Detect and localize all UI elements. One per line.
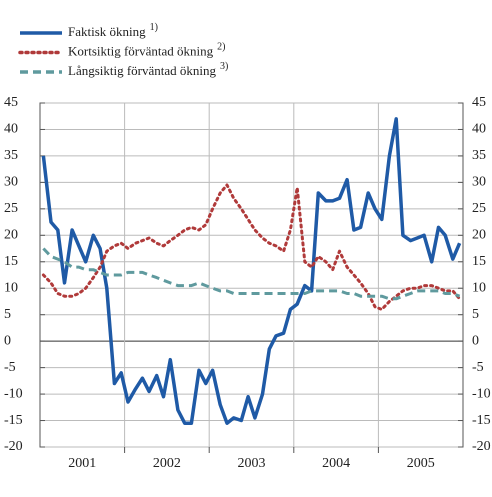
y2-tick-label: 0 bbox=[472, 333, 479, 348]
legend-label: Faktisk ökning 1) bbox=[68, 22, 158, 39]
y2-tick-label: 35 bbox=[472, 148, 486, 163]
x-tick-label: 2005 bbox=[407, 456, 435, 471]
y-tick-label: 5 bbox=[4, 307, 11, 322]
y-tick-label: 10 bbox=[4, 280, 18, 295]
y-tick-label: -5 bbox=[4, 360, 16, 375]
y2-tick-label: 10 bbox=[472, 280, 486, 295]
y2-tick-label: -20 bbox=[472, 439, 491, 454]
y-tick-label: 40 bbox=[4, 122, 18, 137]
legend-note: 1) bbox=[150, 22, 158, 33]
y2-tick-label: 25 bbox=[472, 201, 486, 216]
legend-name: Faktisk ökning bbox=[68, 24, 146, 39]
y2-tick-label: -5 bbox=[472, 360, 484, 375]
y2-tick-label: -10 bbox=[472, 386, 491, 401]
y-tick-label: 30 bbox=[4, 175, 18, 190]
y-tick-label: -10 bbox=[4, 386, 23, 401]
legend-name: Kortsiktig förväntad ökning bbox=[68, 43, 214, 58]
y2-tick-label: 40 bbox=[472, 122, 486, 137]
legend-note: 3) bbox=[220, 61, 228, 72]
legend-note: 2) bbox=[217, 42, 225, 53]
y-tick-label: -15 bbox=[4, 413, 23, 428]
y-tick-label: 25 bbox=[4, 201, 18, 216]
y2-tick-label: 5 bbox=[472, 307, 479, 322]
series-line bbox=[41, 183, 462, 311]
y2-tick-label: 30 bbox=[472, 175, 486, 190]
legend-name: Långsiktig förväntad ökning bbox=[68, 63, 217, 78]
y2-tick-label: 15 bbox=[472, 254, 486, 269]
y2-tick-label: 20 bbox=[472, 228, 486, 243]
x-tick-label: 2001 bbox=[68, 456, 96, 471]
x-tick-label: 2002 bbox=[153, 456, 181, 471]
y-tick-label: 0 bbox=[4, 333, 11, 348]
x-tick-label: 2004 bbox=[322, 456, 350, 471]
legend-label: Kortsiktig förväntad ökning 2) bbox=[68, 42, 226, 59]
y-tick-label: -20 bbox=[4, 439, 23, 454]
y-tick-label: 15 bbox=[4, 254, 18, 269]
y-tick-label: 45 bbox=[4, 95, 18, 110]
y2-tick-label: -15 bbox=[472, 413, 491, 428]
series-line bbox=[41, 117, 462, 425]
y-tick-label: 35 bbox=[4, 148, 18, 163]
y2-tick-label: 45 bbox=[472, 95, 486, 110]
legend-label: Långsiktig förväntad ökning 3) bbox=[68, 61, 228, 78]
y-tick-label: 20 bbox=[4, 228, 18, 243]
x-tick-label: 2003 bbox=[238, 456, 266, 471]
